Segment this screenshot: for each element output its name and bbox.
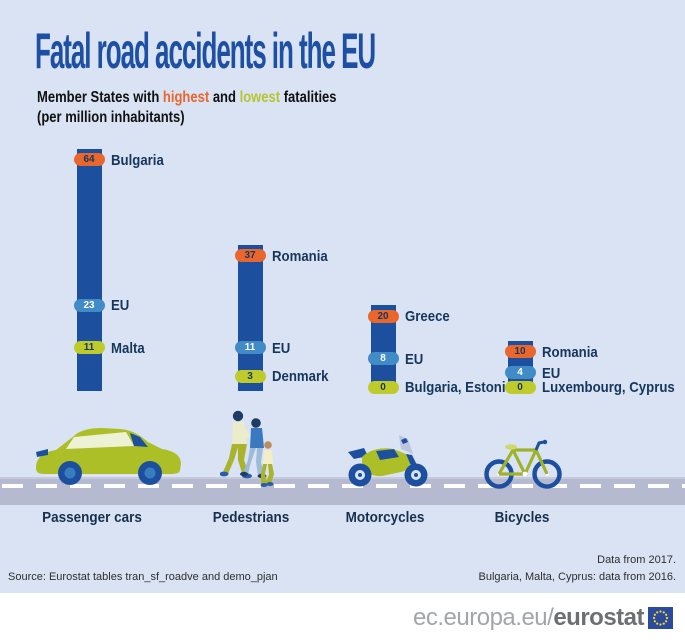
category-label-bicycles: Bicycles [494,509,550,526]
bar-pedestrians [237,244,263,391]
marker-eu-passenger-cars: 23 [73,298,105,312]
eurostat-url: ec.europa.eu/eurostat [413,604,644,632]
marker-eu-motorcycles: 8 [367,352,399,366]
marker-label-eu-bicycles: EU [541,364,560,382]
footer: ec.europa.eu/eurostat [0,593,685,642]
category-label-pedestrians: Pedestrians [212,509,290,526]
marker-eu-bicycles: 4 [504,366,536,380]
marker-label-eu-passenger-cars: EU [110,297,129,315]
marker-label-lowest-passenger-cars: Malta [110,339,145,357]
marker-highest-passenger-cars: 64 [73,153,105,167]
page-title: Fatal road accidents in the EU [35,23,376,79]
subtitle-lowest: lowest [239,89,281,106]
marker-highest-motorcycles: 20 [367,309,399,323]
eu-flag-icon [648,606,673,629]
road-center-line [2,484,685,488]
marker-lowest-bicycles: 0 [504,380,536,394]
subtitle-part3: fatalities [280,89,337,106]
marker-eu-pedestrians: 11 [234,341,266,355]
infographic-canvas: Fatal road accidents in the EU Member St… [0,0,685,593]
marker-label-lowest-bicycles: Luxembourg, Cyprus [541,379,675,396]
marker-highest-pedestrians: 37 [234,249,266,263]
data-year-exception-note: Bulgaria, Malta, Cyprus: data from 2016. [478,571,676,583]
pedestrians-icon [220,410,274,487]
marker-lowest-pedestrians: 3 [234,369,266,383]
marker-label-eu-pedestrians: EU [271,339,290,357]
subtitle: Member States with highest and lowest fa… [37,88,337,128]
marker-label-highest-pedestrians: Romania [271,247,328,265]
subtitle-part1: Member States with [37,89,163,106]
subtitle-highest: highest [162,89,210,106]
data-year-note: Data from 2017. [597,554,676,566]
passenger-car-icon [36,428,181,485]
marker-highest-bicycles: 10 [504,345,536,359]
marker-lowest-motorcycles: 0 [367,380,399,394]
subtitle-line2: (per million inhabitants) [37,109,185,126]
marker-label-highest-motorcycles: Greece [404,308,450,326]
category-label-motorcycles: Motorcycles [345,509,425,526]
source-note: Source: Eurostat tables tran_sf_roadve a… [8,571,278,583]
marker-label-lowest-pedestrians: Denmark [271,368,328,386]
bicycle-icon [484,439,562,489]
marker-label-eu-motorcycles: EU [404,350,423,368]
road-graphic [0,477,685,505]
category-label-passenger-cars: Passenger cars [42,509,142,526]
marker-label-highest-passenger-cars: Bulgaria [110,151,164,169]
subtitle-part2: and [209,89,240,106]
eurostat-url-prefix: ec.europa.eu/ [413,603,554,631]
marker-label-highest-bicycles: Romania [541,343,598,361]
marker-label-lowest-motorcycles: Bulgaria, Estonia [404,379,513,396]
bar-passenger-cars [76,148,102,391]
motorcycle-icon [348,435,428,487]
marker-lowest-passenger-cars: 11 [73,341,105,355]
eurostat-url-bold: eurostat [553,603,644,631]
